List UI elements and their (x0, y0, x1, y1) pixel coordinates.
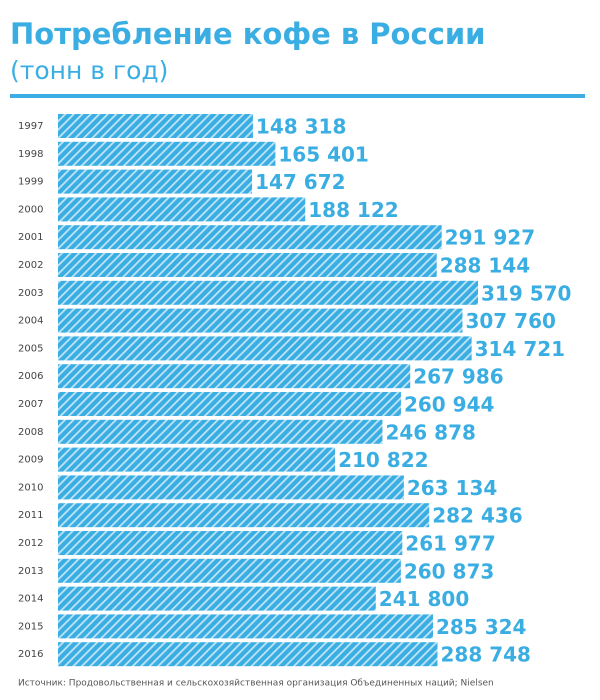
y-tick-label: 1998 (18, 149, 43, 160)
bar (58, 169, 253, 194)
bar (58, 558, 401, 583)
y-tick-label: 2004 (18, 316, 43, 327)
bar (58, 141, 276, 166)
y-tick-label: 2003 (18, 288, 43, 299)
chart-subtitle: (тонн в год) (10, 56, 168, 85)
value-label: 307 760 (465, 309, 555, 333)
bar (58, 447, 336, 472)
value-label: 210 822 (338, 448, 428, 472)
value-label: 263 134 (407, 476, 497, 500)
value-label: 267 986 (413, 365, 503, 389)
y-tick-label: 2008 (18, 427, 43, 438)
bar (58, 503, 430, 528)
bar (58, 114, 253, 138)
source: Источник: Продовольственная и сельскохоз… (18, 679, 494, 689)
value-label: 260 873 (404, 559, 494, 583)
y-tick-label: 2001 (18, 232, 43, 243)
chart-title: Потребление кофе в России (10, 17, 486, 51)
bar (58, 475, 404, 500)
value-label: 291 927 (445, 226, 535, 250)
bar (58, 336, 472, 361)
bar (58, 225, 442, 250)
bar (58, 419, 383, 444)
y-tick-label: 2002 (18, 260, 43, 271)
bar (58, 308, 463, 333)
value-label: 261 977 (405, 532, 495, 556)
bar (58, 197, 306, 222)
y-tick-label: 2010 (18, 482, 43, 493)
value-label: 165 401 (278, 142, 368, 166)
bar (58, 614, 433, 639)
value-label: 285 324 (436, 615, 526, 639)
bar (58, 253, 437, 277)
value-label: 147 672 (255, 170, 345, 194)
bar (58, 531, 403, 555)
y-tick-label: 2006 (18, 371, 43, 382)
value-label: 241 800 (379, 587, 469, 611)
bar (58, 364, 411, 389)
y-tick-label: 2016 (18, 649, 43, 660)
y-tick-label: 2011 (18, 510, 43, 521)
bar (58, 586, 376, 611)
bar (58, 392, 401, 416)
y-tick-label: 2009 (18, 455, 43, 466)
bar (58, 280, 478, 305)
y-tick-label: 2005 (18, 343, 43, 354)
y-tick-label: 2015 (18, 621, 43, 632)
value-label: 148 318 (256, 115, 346, 139)
value-label: 246 878 (385, 420, 475, 444)
y-tick-label: 2013 (18, 566, 43, 577)
y-tick-label: 2000 (18, 204, 43, 215)
bar (58, 642, 438, 667)
y-tick-label: 2007 (18, 399, 43, 410)
value-label: 319 570 (481, 281, 571, 305)
value-label: 282 436 (432, 504, 522, 528)
rule (10, 94, 585, 98)
value-label: 188 122 (308, 198, 398, 222)
y-tick-label: 2014 (18, 594, 43, 605)
y-tick-label: 2012 (18, 538, 43, 549)
value-label: 288 144 (440, 254, 530, 278)
y-tick-label: 1997 (18, 121, 43, 132)
value-label: 288 748 (440, 643, 530, 667)
value-label: 314 721 (475, 337, 565, 361)
value-label: 260 944 (404, 393, 494, 417)
y-tick-label: 1999 (18, 177, 43, 188)
